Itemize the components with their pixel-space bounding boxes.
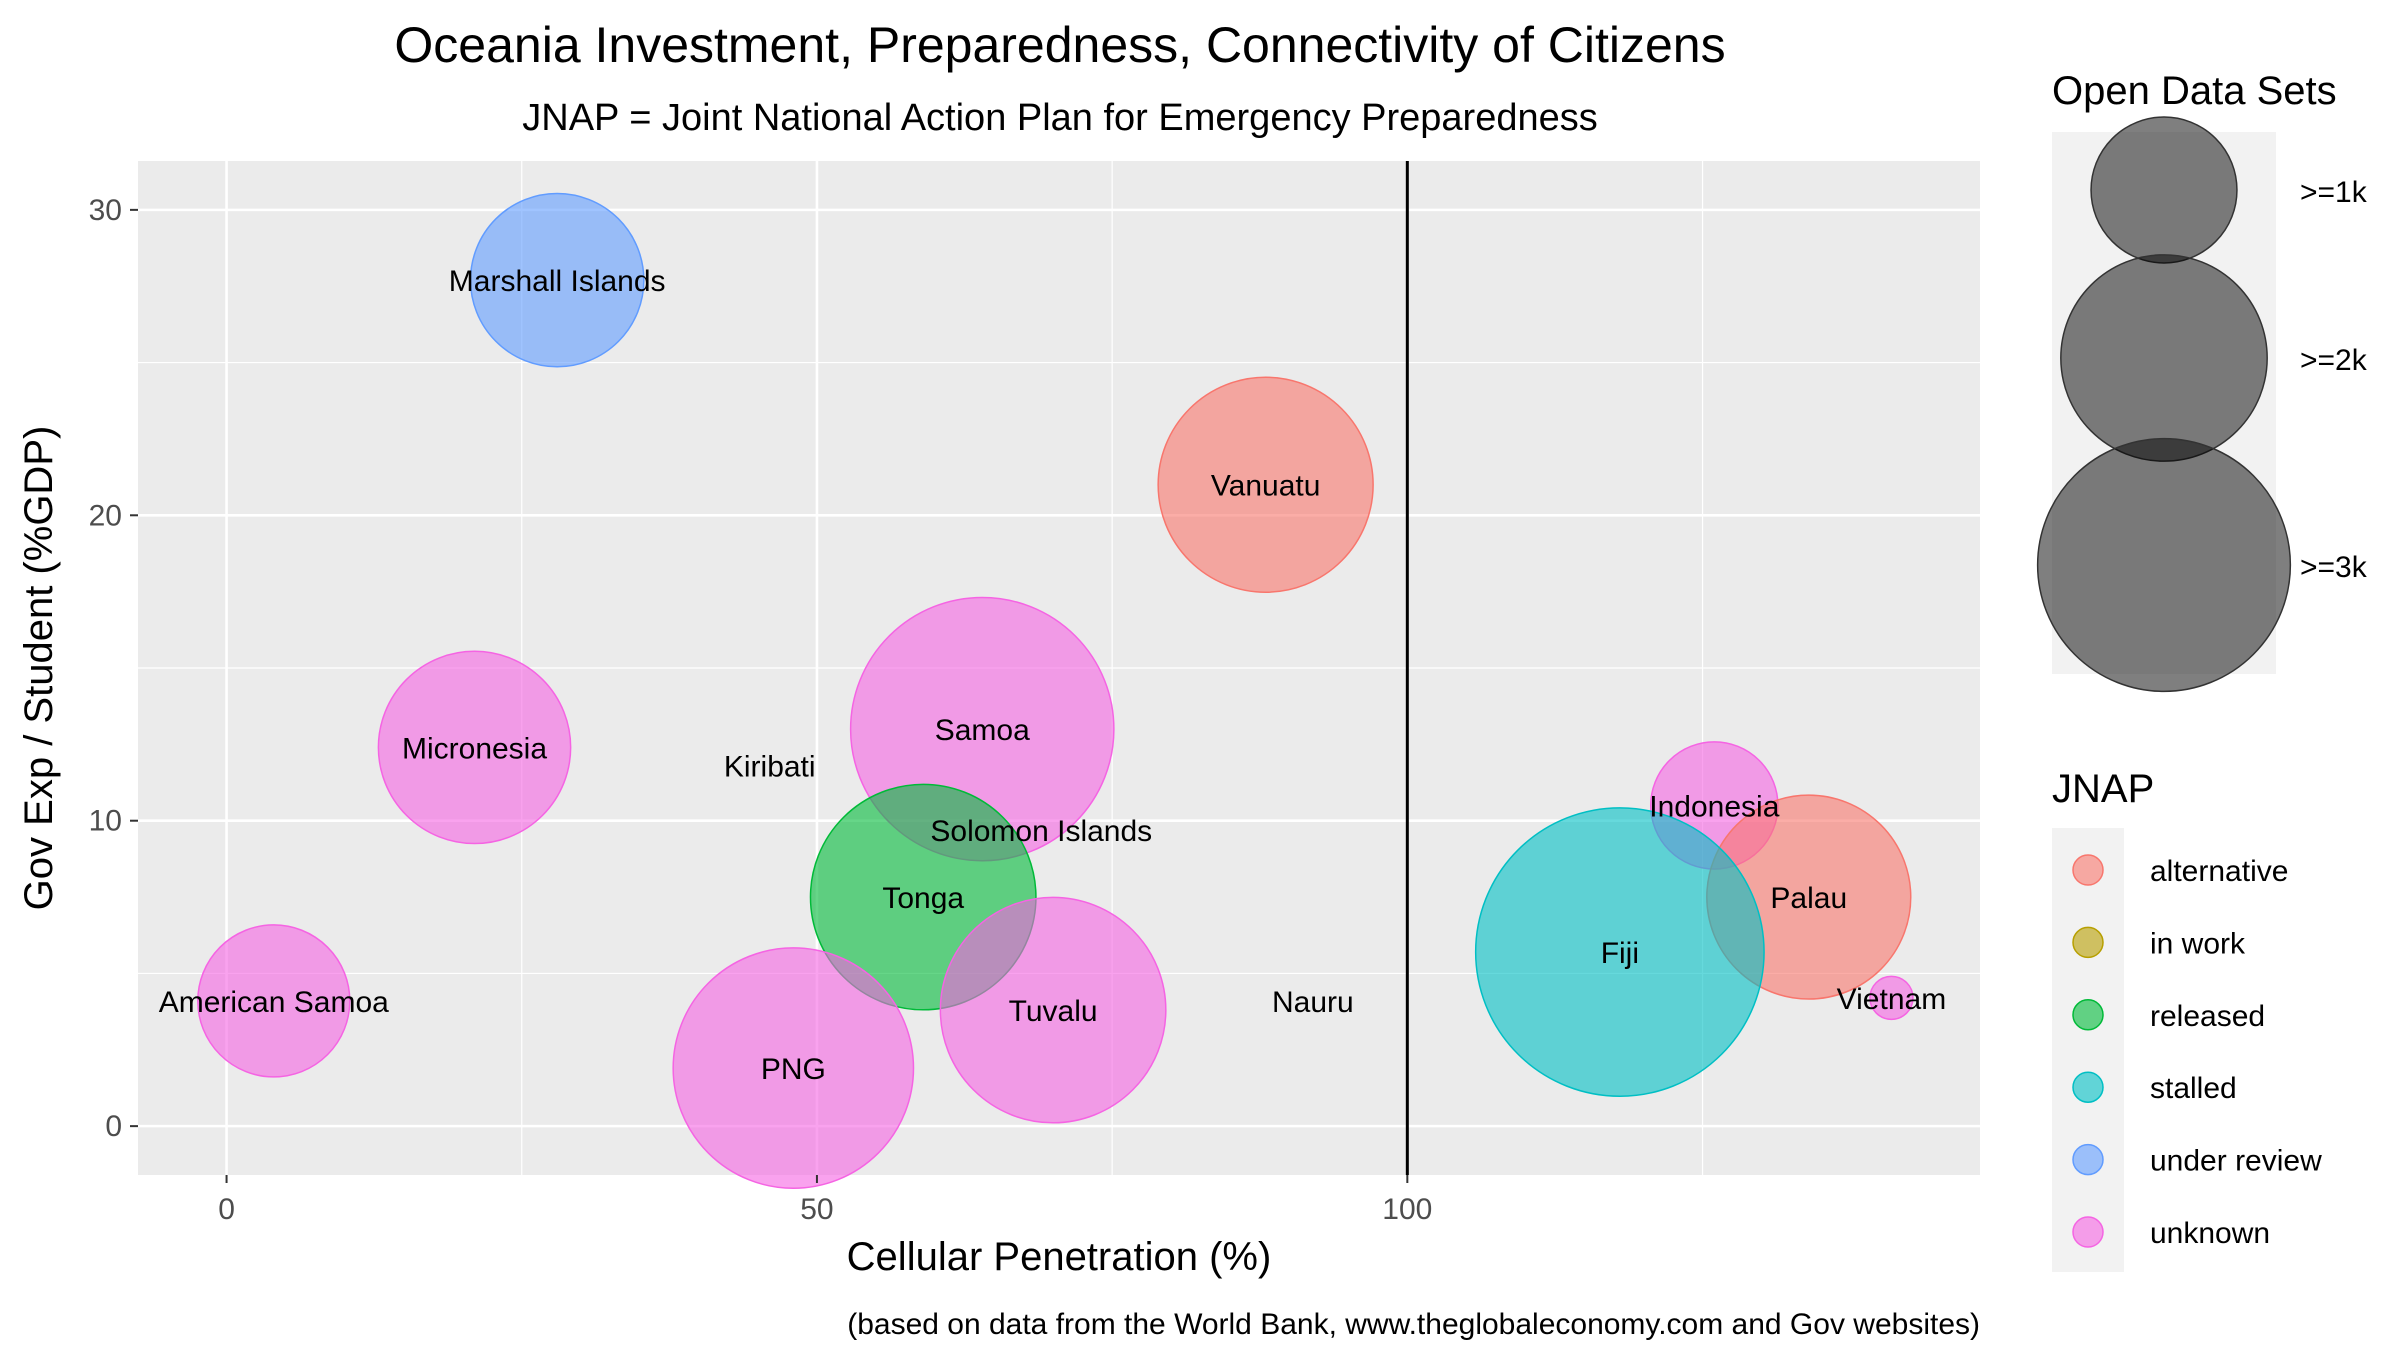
x-tick-label: 100 <box>1382 1193 1432 1226</box>
size-legend-label: >=3k <box>2300 551 2368 584</box>
bubble-layer <box>197 192 1914 1190</box>
color-legend-label: in work <box>2150 927 2246 960</box>
point-label: Tonga <box>882 882 964 915</box>
point-label: Vietnam <box>1837 983 1947 1016</box>
size-legend-key <box>2090 116 2238 264</box>
point-label: Samoa <box>935 714 1030 747</box>
point-label: Solomon Islands <box>930 815 1152 848</box>
bubble <box>939 896 1167 1124</box>
y-tick-label: 30 <box>89 194 122 227</box>
x-tick-label: 0 <box>218 1193 235 1226</box>
x-axis-ticks: 0 50 100 <box>218 1175 1432 1226</box>
point-label: Marshall Islands <box>449 265 666 298</box>
color-legend-key <box>2072 1216 2104 1248</box>
y-tick-label: 10 <box>89 805 122 838</box>
point-label: American Samoa <box>159 986 389 1019</box>
bubble <box>197 924 351 1078</box>
point-label: Nauru <box>1272 986 1354 1019</box>
size-legend: Open Data Sets >=1k >=2k >=3k <box>2036 69 2368 693</box>
bubble <box>1869 975 1914 1021</box>
color-legend-title: JNAP <box>2052 767 2154 811</box>
chart-subtitle: JNAP = Joint National Action Plan for Em… <box>522 97 1598 139</box>
color-legend-label: alternative <box>2150 855 2288 888</box>
color-legend-key <box>2072 999 2104 1031</box>
color-legend: JNAP alternative in work released stalled un… <box>2052 767 2322 1272</box>
color-legend-label: unknown <box>2150 1217 2270 1250</box>
bubble <box>672 947 915 1190</box>
y-axis-title: Gov Exp / Student (%GDP) <box>17 426 61 911</box>
size-legend-label: >=2k <box>2300 344 2368 377</box>
x-tick-label: 50 <box>800 1193 833 1226</box>
size-legend-title: Open Data Sets <box>2052 69 2337 113</box>
point-label-layer: Marshall Islands Vanuatu Samoa Micronesia Ki… <box>159 265 1946 1086</box>
point-label: PNG <box>761 1053 826 1086</box>
bubble <box>1474 807 1765 1097</box>
point-label: Palau <box>1770 882 1847 915</box>
point-label: Indonesia <box>1649 790 1779 823</box>
size-legend-key <box>2060 254 2268 462</box>
size-legend-key <box>2036 437 2292 693</box>
color-legend-label: released <box>2150 1000 2265 1033</box>
color-legend-key <box>2072 926 2104 959</box>
point-label: Fiji <box>1601 937 1639 970</box>
y-axis-ticks: 0 10 20 30 <box>89 194 138 1143</box>
size-legend-label: >=1k <box>2300 176 2368 209</box>
color-legend-label: stalled <box>2150 1072 2237 1105</box>
y-tick-label: 20 <box>89 499 122 532</box>
color-legend-key-background <box>2052 828 2124 1272</box>
point-label: Kiribati <box>724 751 816 784</box>
color-legend-key <box>2072 1143 2104 1176</box>
bubble <box>469 192 645 368</box>
y-tick-label: 0 <box>105 1110 122 1143</box>
x-axis-title: Cellular Penetration (%) <box>847 1235 1272 1279</box>
point-label: Micronesia <box>402 732 547 765</box>
point-label: Tuvalu <box>1009 995 1098 1028</box>
color-legend-key <box>2072 854 2104 886</box>
bubble <box>1157 376 1374 593</box>
chart-caption: (based on data from the World Bank, www.… <box>847 1308 1980 1341</box>
chart-title: Oceania Investment, Preparedness, Connec… <box>394 17 1725 73</box>
bubble <box>377 650 572 845</box>
color-legend-label: under review <box>2150 1145 2322 1178</box>
point-label: Vanuatu <box>1211 470 1321 503</box>
color-legend-key <box>2072 1071 2104 1103</box>
